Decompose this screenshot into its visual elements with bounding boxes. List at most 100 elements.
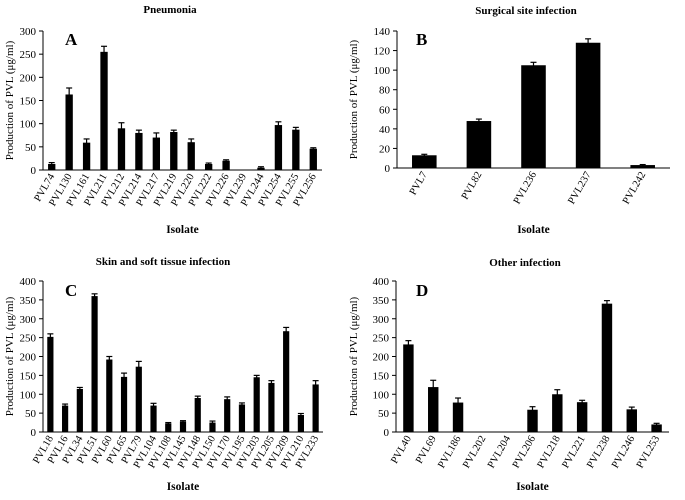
y-tick-label: 100 — [374, 65, 391, 77]
y-axis-label: Production of PVL (μg/ml) — [348, 296, 360, 416]
panel-d-title: Other infection — [489, 257, 561, 269]
bar-PVL34 — [76, 388, 83, 432]
panel-b-title: Surgical site infection — [475, 5, 576, 17]
y-tick-label: 0 — [31, 427, 37, 439]
y-tick-label: 50 — [25, 408, 37, 420]
panel-a-letter: A — [65, 30, 78, 49]
bar-PVL212 — [117, 128, 126, 170]
y-tick-label: 100 — [20, 389, 37, 401]
bar-PVL236 — [521, 65, 546, 168]
y-tick-label: 100 — [20, 119, 37, 131]
x-tick-label: PVL202 — [461, 434, 488, 470]
bar-PVL150 — [209, 422, 216, 432]
x-tick-label: PVL40 — [389, 434, 414, 466]
y-tick-label: 150 — [20, 370, 37, 382]
bar-PVL130 — [65, 94, 73, 170]
bar-PVL254 — [274, 125, 283, 170]
y-tick-label: 350 — [373, 295, 390, 307]
y-axis-label: Production of PVL (μg/ml) — [4, 296, 16, 416]
y-tick-label: 300 — [20, 26, 37, 38]
x-tick-label: PVL242 — [621, 170, 648, 206]
y-tick-label: 50 — [25, 142, 37, 154]
bar-PVL82 — [466, 121, 492, 168]
bar-PVL217 — [152, 137, 161, 170]
y-tick-label: 200 — [373, 352, 390, 364]
bar-PVL214 — [135, 132, 143, 170]
y-tick-label: 120 — [374, 46, 391, 58]
bar-PVL51 — [91, 296, 98, 432]
bar-PVL7 — [412, 155, 437, 168]
x-tick-label: PVL237 — [566, 170, 593, 206]
y-tick-label: 200 — [20, 72, 37, 84]
chart-panel-c: Skin and soft tissue infection C 0 50 100 150… — [4, 256, 323, 493]
y-tick-label: 80 — [379, 85, 391, 97]
bar-PVL233 — [312, 384, 319, 432]
bar-PVL60 — [106, 359, 113, 432]
y-tick-label: 250 — [373, 333, 390, 345]
bar-PVL195 — [238, 404, 246, 432]
y-tick-label: 250 — [20, 49, 37, 61]
x-tick-label: PVL206 — [511, 434, 538, 470]
bar-PVL16 — [62, 405, 69, 432]
x-tick-label: PVL218 — [536, 434, 563, 470]
chart-panel-a: Pneumonia A 0 50 100 150 200 250 300 Production o… — [4, 4, 322, 236]
bar-PVL203 — [253, 377, 260, 432]
panel-b-letter: B — [416, 30, 427, 49]
y-tick-label: 350 — [20, 295, 37, 307]
bar-PVL145 — [179, 421, 187, 432]
bar-PVL186 — [452, 402, 464, 432]
bar-PVL256 — [309, 148, 317, 170]
y-axis-label: Production of PVL (μg/ml) — [348, 39, 360, 159]
bar-PVL226 — [222, 160, 230, 170]
bar-PVL219 — [170, 132, 178, 170]
bar-PVL210 — [297, 415, 304, 432]
bar-PVL205 — [268, 382, 275, 432]
x-axis-label: Isolate — [167, 481, 200, 493]
bar-PVL211 — [100, 51, 108, 170]
bar-PVL242 — [630, 165, 655, 168]
x-axis-label: Isolate — [517, 224, 550, 236]
panel-c-title: Skin and soft tissue infection — [96, 256, 230, 268]
bar-PVL79 — [135, 366, 142, 432]
x-tick-label: PVL186 — [436, 434, 463, 470]
panel-a-title: Pneumonia — [143, 4, 197, 16]
y-tick-label: 20 — [379, 143, 391, 155]
bar-PVL255 — [292, 129, 300, 170]
y-tick-label: 0 — [384, 427, 390, 439]
bar-PVL65 — [120, 376, 128, 432]
y-tick-label: 60 — [379, 104, 391, 116]
bar-PVL40 — [403, 344, 414, 432]
bar-PVL161 — [82, 142, 91, 170]
y-tick-label: 0 — [385, 163, 391, 175]
y-tick-label: 140 — [374, 26, 391, 38]
bar-PVL209 — [283, 331, 290, 432]
bar-PVL148 — [194, 398, 201, 432]
bar-PVL18 — [47, 336, 54, 432]
x-tick-label: PVL82 — [460, 170, 485, 202]
y-tick-label: 100 — [373, 389, 390, 401]
x-tick-label: PVL69 — [414, 434, 439, 466]
y-axis-label: Production of PVL (μg/ml) — [4, 40, 16, 160]
y-tick-label: 0 — [31, 165, 37, 177]
bar-PVL170 — [224, 399, 231, 432]
x-tick-label: PVL238 — [585, 434, 612, 470]
x-tick-label: PVL253 — [635, 434, 662, 470]
y-tick-label: 400 — [373, 276, 390, 288]
chart-panel-b: Surgical site infection B 0 20 40 60 80 100 120 1… — [348, 5, 670, 236]
y-tick-label: 300 — [373, 314, 390, 326]
bar-PVL222 — [204, 163, 213, 170]
y-tick-label: 250 — [20, 333, 37, 345]
panel-c-letter: C — [65, 281, 77, 300]
y-tick-label: 150 — [373, 370, 390, 382]
y-tick-label: 50 — [378, 408, 390, 420]
bar-PVL253 — [651, 424, 662, 432]
panel-d-letter: D — [416, 281, 428, 300]
bar-PVL238 — [601, 303, 613, 432]
x-axis-label: Isolate — [516, 481, 549, 493]
bar-PVL108 — [165, 423, 172, 432]
y-tick-label: 300 — [20, 314, 37, 326]
bar-PVL69 — [428, 387, 439, 432]
bar-PVL218 — [552, 394, 563, 432]
y-tick-label: 40 — [379, 124, 391, 136]
